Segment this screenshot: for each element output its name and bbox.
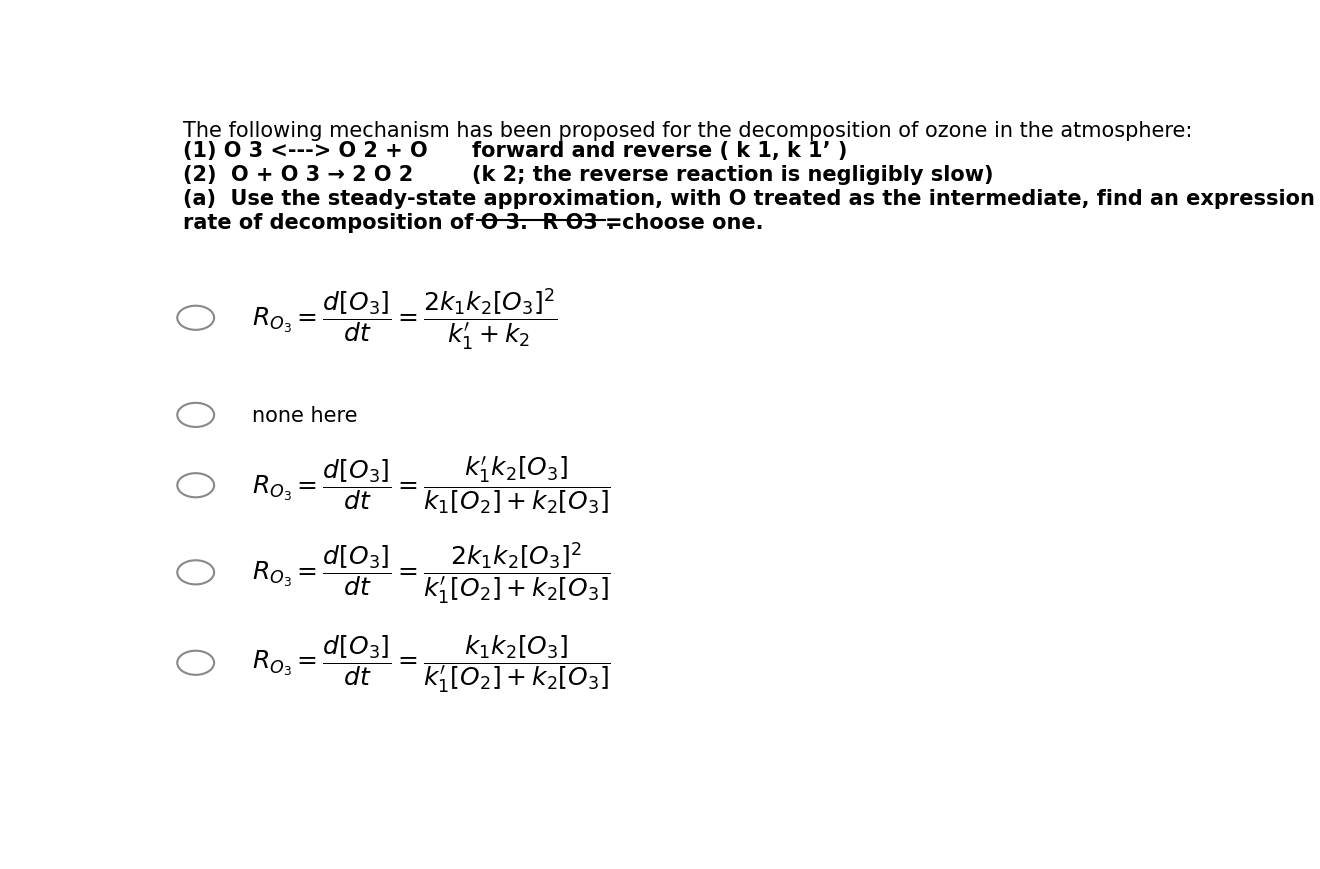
Text: $R_{O_3} = \dfrac{d[O_3]}{dt} = \dfrac{k_1 k_2 [O_3]}{k_1'[O_2] + k_2[O_3]}$: $R_{O_3} = \dfrac{d[O_3]}{dt} = \dfrac{k… bbox=[252, 633, 611, 693]
Text: The following mechanism has been proposed for the decomposition of ozone in the : The following mechanism has been propose… bbox=[183, 121, 1193, 141]
Text: forward and reverse ( k 1, k 1’ ): forward and reverse ( k 1, k 1’ ) bbox=[473, 141, 847, 161]
Text: $R_{O_3} = \dfrac{d[O_3]}{dt} = \dfrac{2k_1 k_2 [O_3]^2}{k_1' + k_2}$: $R_{O_3} = \dfrac{d[O_3]}{dt} = \dfrac{2… bbox=[252, 286, 557, 351]
Text: $R_{O_3} = \dfrac{d[O_3]}{dt} = \dfrac{2k_1 k_2 [O_3]^2}{k_1'[O_2] + k_2[O_3]}$: $R_{O_3} = \dfrac{d[O_3]}{dt} = \dfrac{2… bbox=[252, 540, 611, 606]
Text: . choose one.: . choose one. bbox=[607, 213, 763, 233]
Text: none here: none here bbox=[252, 406, 358, 426]
Text: (a)  Use the steady-state approximation, with O treated as the intermediate, fin: (a) Use the steady-state approximation, … bbox=[183, 189, 1320, 209]
Text: $R_{O_3} = \dfrac{d[O_3]}{dt} = \dfrac{k_1' k_2 [O_3]}{k_1[O_2] + k_2[O_3]}$: $R_{O_3} = \dfrac{d[O_3]}{dt} = \dfrac{k… bbox=[252, 454, 611, 517]
Text: (1) O 3 <---> O 2 + O: (1) O 3 <---> O 2 + O bbox=[183, 141, 428, 161]
Text: (2)  O + O 3 → 2 O 2: (2) O + O 3 → 2 O 2 bbox=[183, 164, 413, 184]
Text: (k 2; the reverse reaction is negligibly slow): (k 2; the reverse reaction is negligibly… bbox=[473, 164, 994, 184]
Text: rate of decomposition of O 3.  R O3 =: rate of decomposition of O 3. R O3 = bbox=[183, 213, 630, 233]
